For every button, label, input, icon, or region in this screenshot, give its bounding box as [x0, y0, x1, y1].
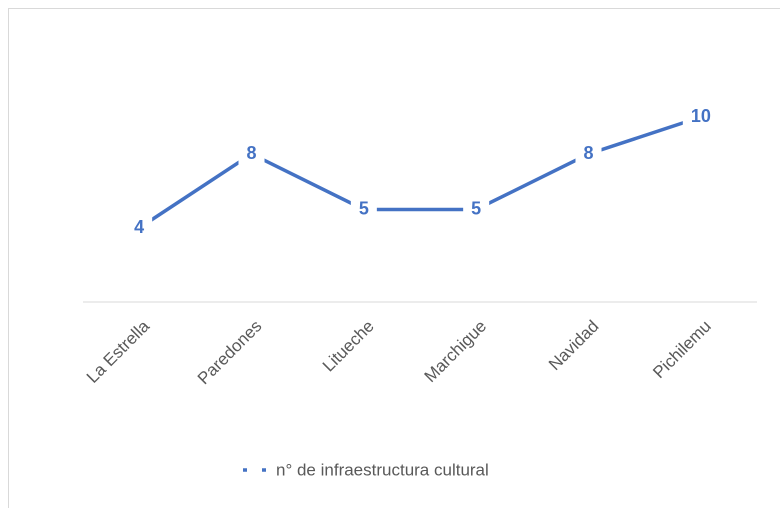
data-label-bg [126, 214, 153, 242]
data-label-group: 5 [463, 195, 490, 224]
data-label-group: 8 [238, 140, 265, 168]
data-label-bg [350, 195, 377, 224]
data-label-group: 5 [350, 195, 377, 224]
chart-border [8, 8, 780, 508]
data-label: 10 [691, 106, 711, 126]
data-label: 5 [471, 198, 481, 218]
data-label-bg [575, 140, 602, 168]
data-label-bg [682, 103, 719, 131]
legend-label: n° de infraestructura cultural [276, 460, 489, 479]
line [138, 115, 702, 230]
data-label: 5 [359, 198, 369, 218]
data-label-bg [463, 195, 490, 224]
data-label-group: 8 [575, 140, 602, 168]
data-label-group: 10 [682, 103, 719, 131]
data-label: 8 [583, 143, 593, 163]
data-label: 4 [134, 217, 144, 237]
data-label-group: 4 [126, 214, 153, 242]
data-label-bg [238, 140, 265, 168]
data-label: 8 [246, 143, 256, 163]
